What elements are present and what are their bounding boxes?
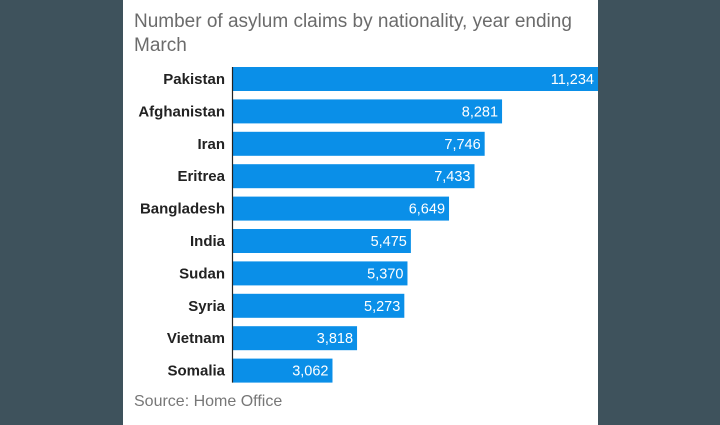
bars-group: Pakistan 11,234 Afghanistan 8,281 Iran 7,746 E… <box>138 67 598 383</box>
chart-card: Number of asylum claims by nationality, … <box>123 0 598 425</box>
category-label: Iran <box>197 136 225 153</box>
category-label: India <box>190 233 226 250</box>
value-label: 5,475 <box>371 234 407 250</box>
category-label: Syria <box>188 298 225 315</box>
bar-vietnam <box>233 326 358 351</box>
category-label: Somalia <box>167 363 225 380</box>
value-label: 11,234 <box>551 72 594 88</box>
bar-eritrea <box>233 164 475 189</box>
bar-bangladesh <box>233 196 450 221</box>
category-label: Eritrea <box>177 168 225 185</box>
bar-syria <box>233 293 405 318</box>
value-label: 7,433 <box>434 169 470 185</box>
bar-afghanistan <box>233 99 503 124</box>
bar-iran <box>233 131 485 156</box>
value-label: 3,062 <box>292 364 328 380</box>
category-label: Vietnam <box>167 330 225 347</box>
value-label: 6,649 <box>409 202 445 218</box>
bar-pakistan <box>233 67 598 91</box>
value-label: 3,818 <box>317 331 353 347</box>
bar-india <box>233 229 411 253</box>
chart-source: Source: Home Office <box>134 393 283 410</box>
bar-somalia <box>233 358 333 383</box>
bar-sudan <box>233 261 408 286</box>
category-label: Afghanistan <box>138 103 225 120</box>
value-label: 5,370 <box>367 266 403 282</box>
category-label: Sudan <box>179 265 225 282</box>
bar-chart: Pakistan 11,234 Afghanistan 8,281 Iran 7,746 E… <box>138 67 598 383</box>
value-label: 8,281 <box>462 104 498 120</box>
category-label: Bangladesh <box>140 201 225 218</box>
value-label: 7,746 <box>444 137 480 153</box>
value-label: 5,273 <box>364 299 400 315</box>
chart-title: Number of asylum claims by nationality, … <box>134 11 572 56</box>
category-label: Pakistan <box>163 71 225 88</box>
